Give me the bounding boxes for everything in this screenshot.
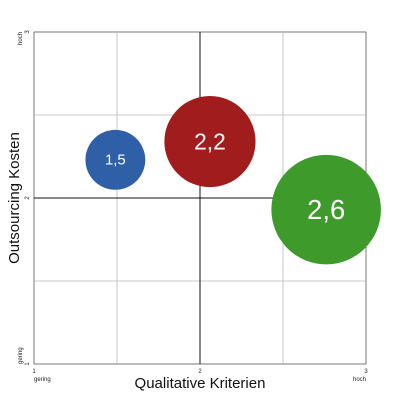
x-axis-title: Qualitative Kriterien (135, 375, 266, 392)
bubble (164, 95, 256, 188)
x-tick-label: 3 (364, 369, 368, 375)
y-high-end-label: hoch (18, 32, 24, 45)
x-high-end-label: hoch (353, 377, 366, 383)
y-low-end-label: gering (18, 347, 24, 364)
x-tick-label: 2 (198, 369, 202, 375)
bubble-label: 2,2 (194, 129, 226, 155)
y-tick-label: 3 (25, 30, 31, 34)
y-tick-label: 1 (25, 362, 31, 366)
bubble-label: 2,6 (307, 194, 345, 225)
y-axis-title: Outsourcing Kosten (6, 132, 23, 264)
bubble (85, 129, 146, 190)
bubbles-layer: 1,5 2,2 2,6 (85, 95, 381, 265)
x-low-end-label: gering (34, 377, 51, 383)
y-tick-label: 2 (25, 196, 31, 200)
x-tick-label: 1 (32, 369, 36, 375)
tick-labels: 1 2 3 1 2 3 (25, 30, 368, 375)
bubble (271, 154, 381, 265)
bubble-label: 1,5 (105, 151, 126, 168)
